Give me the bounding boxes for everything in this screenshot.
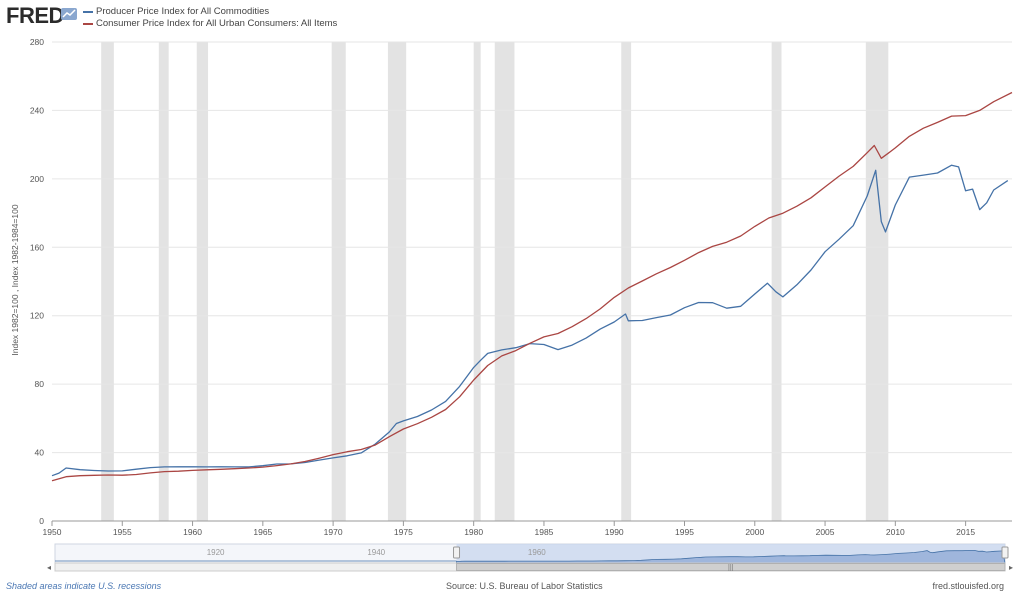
x-tick-label: 1980: [464, 527, 483, 537]
recession-band: [196, 42, 209, 521]
x-tick-label: 1985: [534, 527, 553, 537]
legend-swatch-ppi: [83, 11, 93, 13]
y-tick-label: 120: [30, 311, 44, 321]
legend-item-ppi: Producer Price Index for All Commodities: [83, 6, 337, 18]
y-tick-label: 40: [35, 448, 45, 458]
legend-label-ppi: Producer Price Index for All Commodities: [96, 6, 270, 17]
recession-band: [331, 42, 346, 521]
x-tick-label: 2000: [745, 527, 764, 537]
series-line-ppi: [51, 164, 1009, 477]
recession-band: [158, 42, 169, 521]
source-note: Source: U.S. Bureau of Labor Statistics: [446, 581, 603, 591]
y-tick-label: 200: [30, 174, 44, 184]
recession-band: [473, 42, 481, 521]
y-axis: 0 40 80 120 160 200 240 280: [30, 37, 44, 526]
y-tick-label: 160: [30, 242, 44, 252]
y-tick-label: 240: [30, 105, 44, 115]
x-tick-label: 1955: [113, 527, 132, 537]
x-tick-label: 1960: [183, 527, 202, 537]
navigator-label: 1940: [367, 548, 385, 557]
y-axis-label: Index 1982=100 , Index 1982-1984=100: [10, 204, 20, 356]
recession-note: Shaded areas indicate U.S. recessions: [6, 581, 162, 591]
fred-logo: FRED: [6, 3, 64, 28]
x-tick-label: 2005: [816, 527, 835, 537]
scrollbar-grip-icon: |||: [728, 565, 734, 572]
recession-band: [494, 42, 515, 521]
gridlines: [52, 41, 1012, 522]
navigator-handle-right[interactable]: [1001, 546, 1009, 559]
recession-band: [865, 42, 889, 521]
x-tick-label: 2010: [886, 527, 905, 537]
scrollbar-thumb[interactable]: [456, 563, 1006, 571]
line-chart[interactable]: 0 40 80 120 160 200 240 280 1950 1955 1960 1965 197…: [0, 0, 1024, 575]
y-tick-label: 280: [30, 37, 44, 47]
scroll-right-icon[interactable]: ▸: [1009, 563, 1013, 572]
recession-band: [771, 42, 782, 521]
recession-bands: [101, 42, 889, 521]
recession-band: [101, 42, 114, 521]
scroll-left-icon[interactable]: ◂: [47, 563, 51, 572]
navigator-label: 1920: [207, 548, 225, 557]
y-tick-label: 0: [39, 516, 44, 526]
x-tick-label: 1990: [605, 527, 624, 537]
legend-label-cpi: Consumer Price Index for All Urban Consu…: [96, 18, 338, 29]
legend-swatch-cpi: [83, 23, 93, 25]
chart-legend: Producer Price Index for All Commodities…: [83, 6, 337, 30]
x-axis: 1950 1955 1960 1965 1970 1975 1980 1985 1990 1995…: [43, 521, 975, 537]
x-tick-label: 1970: [324, 527, 343, 537]
site-url[interactable]: fred.stlouisfed.org: [932, 581, 1004, 591]
series-line-cpi: [51, 91, 1013, 482]
range-navigator[interactable]: 1920 1940 1960 ◂ ▸ |||: [47, 543, 1013, 572]
x-tick-label: 1995: [675, 527, 694, 537]
x-tick-label: 2015: [956, 527, 975, 537]
x-tick-label: 1975: [394, 527, 413, 537]
x-tick-label: 1965: [253, 527, 272, 537]
navigator-label: 1960: [528, 548, 546, 557]
y-tick-label: 80: [35, 379, 45, 389]
recession-band: [387, 42, 407, 521]
legend-item-cpi: Consumer Price Index for All Urban Consu…: [83, 18, 337, 30]
series-lines: [51, 91, 1013, 482]
navigator-series: [456, 550, 1006, 564]
navigator-handle-left[interactable]: [453, 546, 461, 559]
fred-chart-icon: [61, 8, 77, 20]
x-tick-label: 1950: [43, 527, 62, 537]
recession-band: [621, 42, 632, 521]
